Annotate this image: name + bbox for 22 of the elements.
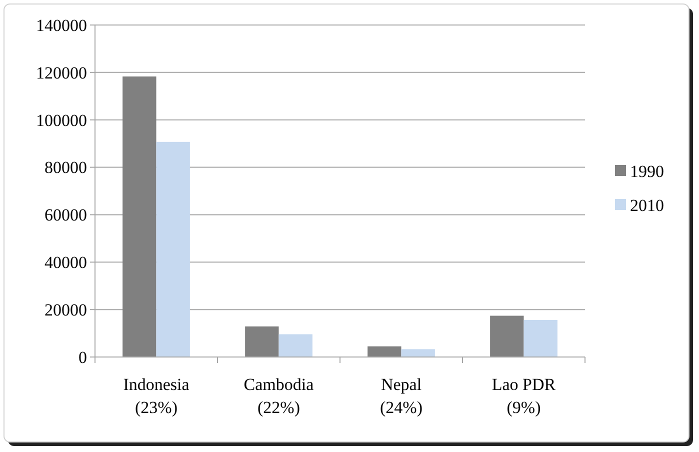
- y-tick-label: 40000: [44, 253, 87, 272]
- y-tick-label: 80000: [44, 158, 87, 178]
- bar: [156, 142, 190, 357]
- y-tick-label: 100000: [36, 110, 87, 130]
- y-tick-label: 140000: [36, 16, 87, 35]
- y-tick-label: 20000: [44, 300, 87, 320]
- bar: [401, 349, 435, 357]
- y-tick-label: 120000: [36, 63, 87, 82]
- legend-label: 2010: [630, 196, 664, 215]
- y-tick-label: 60000: [44, 206, 87, 225]
- bar: [122, 76, 156, 357]
- x-tick-label: Cambodia (22%): [244, 375, 314, 417]
- bar: [245, 326, 279, 357]
- bar: [524, 320, 558, 357]
- y-tick-label: 0: [78, 348, 87, 367]
- bar: [368, 346, 402, 357]
- x-tick-label: Lao PDR (9%): [492, 375, 556, 417]
- bar: [278, 334, 312, 357]
- bar: [490, 316, 524, 357]
- legend-label: 1990: [630, 162, 664, 181]
- x-tick-label: Nepal (24%): [380, 375, 422, 417]
- x-tick-label: Indonesia (23%): [123, 375, 190, 417]
